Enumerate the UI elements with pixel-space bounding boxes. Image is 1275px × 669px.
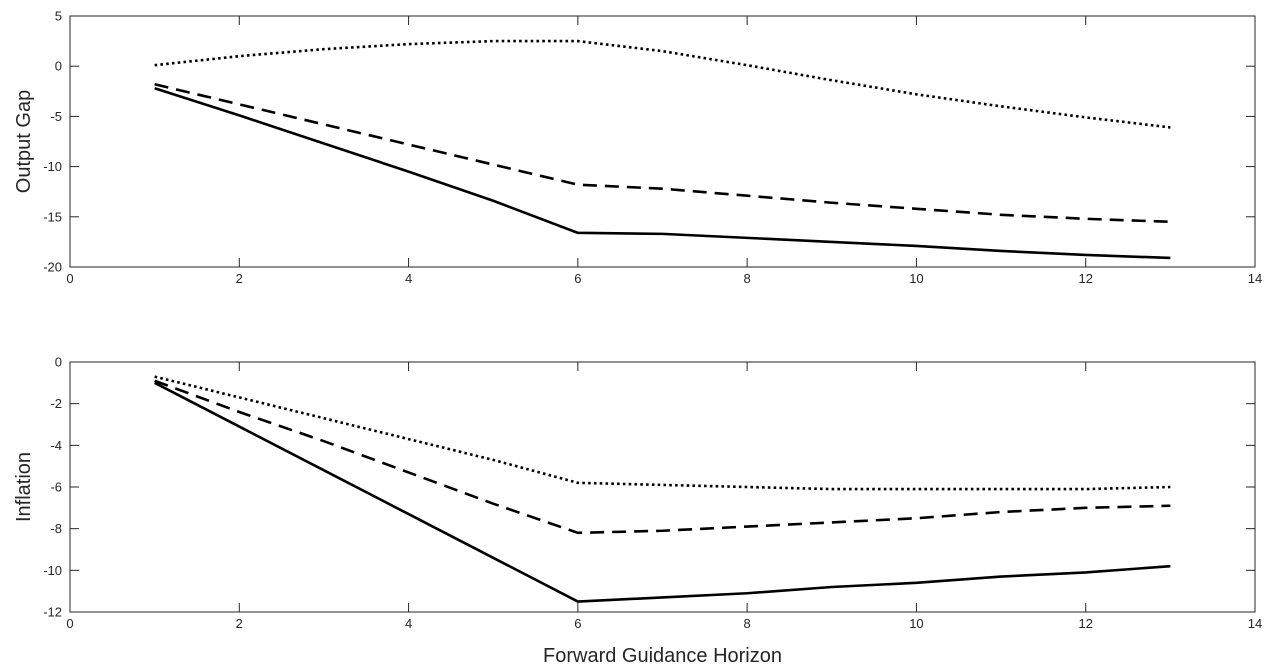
inflation-y-tick-label: -2 [50,396,62,411]
output-gap-panel: 0 2 4 6 8 10 12 14 5 0 -5 -10 -15 -20 Output Gap [13,9,1262,287]
output-gap-y-tick-label: 5 [55,9,62,24]
output-gap-x-tick-label: 8 [744,271,751,286]
inflation-panel: 0 2 4 6 8 10 12 14 0 -2 -4 -6 -8 -10 -12 Inflation Forwa… [13,355,1262,668]
inflation-x-tick-label: 12 [1078,616,1092,631]
inflation-axes-frame [69,361,1256,613]
inflation-x-tick-label: 4 [405,616,412,631]
output-gap-series-dotted-line [154,39,1171,129]
output-gap-series-solid-line [154,87,1171,260]
output-gap-x-tick-label: 0 [66,271,73,286]
output-gap-y-axis-title: Output Gap [13,90,35,193]
output-gap-y-tick-label: 0 [55,59,62,74]
output-gap-x-tick-label: 4 [405,271,412,286]
output-gap-x-tick-label: 6 [574,271,581,286]
inflation-y-tick-label: 0 [55,355,62,370]
inflation-x-tick-label: 8 [744,616,751,631]
output-gap-y-tick-label: -10 [43,159,62,174]
output-gap-x-tick-label: 2 [236,271,243,286]
inflation-x-tick-label: 2 [236,616,243,631]
output-gap-y-tick-label: -5 [50,109,62,124]
inflation-x-tick-label: 6 [574,616,581,631]
inflation-y-tick-label: -12 [43,605,62,620]
output-gap-y-tick-label: -20 [43,260,62,275]
output-gap-x-tick-label: 12 [1078,271,1092,286]
inflation-y-tick-label: -6 [50,480,62,495]
output-gap-x-tick-label: 14 [1248,271,1262,286]
inflation-x-tick-label: 14 [1248,616,1262,631]
output-gap-x-tick-label: 10 [909,271,923,286]
inflation-series-dotted-line [154,375,1171,491]
output-gap-axes-frame [69,15,1256,268]
inflation-x-axis-title: Forward Guidance Horizon [543,645,782,667]
inflation-x-tick-label: 10 [909,616,923,631]
inflation-y-tick-label: -8 [50,521,62,536]
inflation-x-tick-label: 0 [66,616,73,631]
inflation-y-tick-label: -10 [43,563,62,578]
inflation-series-solid-line [154,381,1171,603]
inflation-series-dashed-line [154,379,1171,535]
output-gap-y-tick-label: -15 [43,209,62,224]
inflation-y-tick-label: -4 [50,438,62,453]
output-gap-series-dashed-line [154,83,1171,224]
inflation-y-axis-title: Inflation [13,452,35,522]
